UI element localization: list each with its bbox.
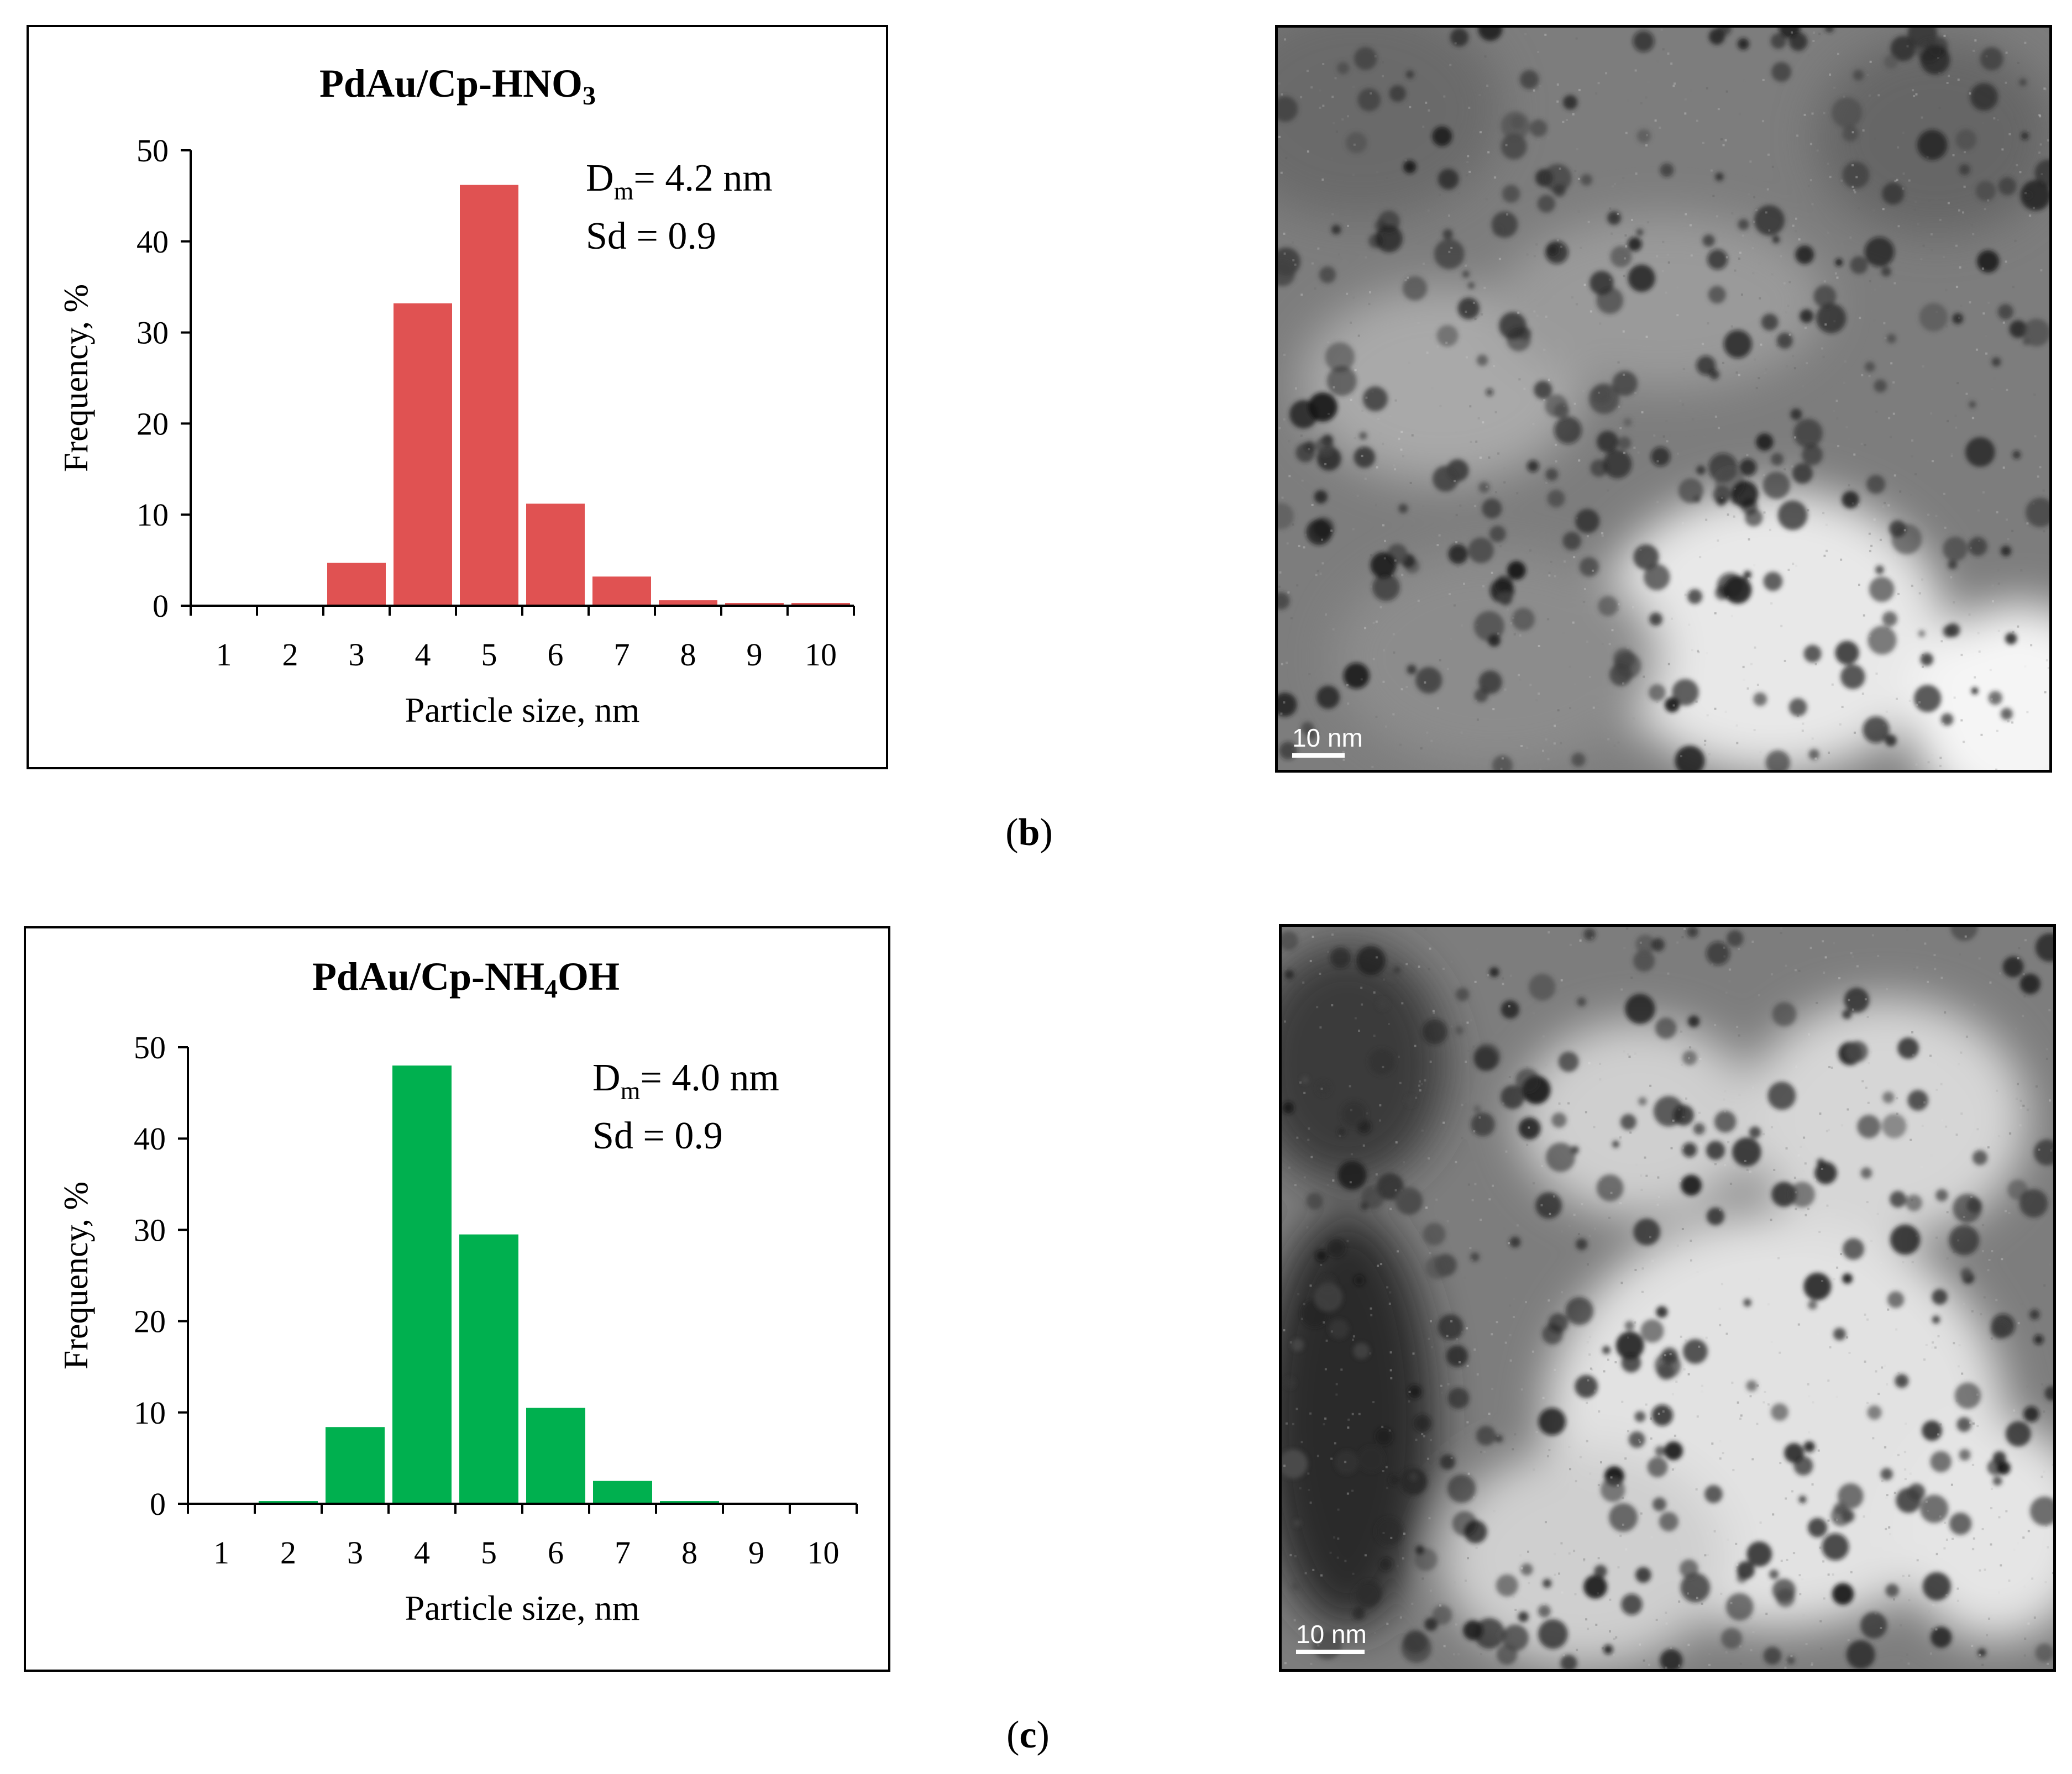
y-tick-label: 20 [137, 406, 169, 442]
x-tick-label: 3 [349, 637, 365, 673]
y-tick-label: 40 [134, 1121, 166, 1157]
bar-9 [725, 603, 784, 606]
scale-bar-label-b: 10 nm [1292, 723, 1363, 752]
chart-title-sub: 3 [583, 81, 596, 111]
scale-bar-c [1296, 1650, 1365, 1654]
x-tick-label: 10 [807, 1535, 840, 1571]
bar-5 [460, 185, 518, 606]
y-tick-label: 20 [134, 1304, 166, 1340]
bar-3 [327, 563, 386, 606]
x-axis-label: Particle size, nm [405, 690, 640, 729]
y-tick-label: 50 [134, 1030, 166, 1066]
x-tick-label: 2 [282, 637, 298, 673]
sd-annotation: Sd = 0.9 [586, 215, 716, 258]
bar-7 [592, 576, 651, 606]
dm-annotation: Dm= 4.2 nm [586, 157, 773, 205]
panel-label-b: b [1018, 811, 1040, 854]
x-tick-label: 7 [615, 1535, 631, 1571]
bar-6 [526, 1408, 585, 1504]
chart-panel-b [27, 25, 888, 769]
y-tick-label: 30 [134, 1212, 166, 1248]
x-tick-label: 7 [614, 637, 630, 673]
y-tick-label: 0 [153, 588, 169, 624]
chart-title-main: PdAu/Cp-HNO [319, 61, 583, 106]
tem-image-b: 10 nm [1275, 25, 2052, 773]
x-tick-label: 5 [481, 637, 497, 673]
x-tick-label: 8 [681, 1535, 697, 1571]
scale-bar-b [1292, 753, 1345, 758]
x-tick-label: 8 [680, 637, 696, 673]
tem-micrograph-c [1282, 927, 2053, 1669]
panel-caption-c: (c) [1006, 1714, 1050, 1756]
bar-4 [392, 1066, 452, 1504]
bar-8 [659, 600, 717, 606]
scale-bar-label-c: 10 nm [1296, 1620, 1367, 1649]
bar-5 [459, 1234, 518, 1504]
x-tick-label: 5 [481, 1535, 497, 1571]
bar-7 [593, 1481, 652, 1504]
x-tick-label: 6 [548, 637, 564, 673]
y-tick-label: 50 [137, 133, 169, 169]
dm-annotation: Dm= 4.0 nm [592, 1057, 779, 1105]
x-tick-label: 3 [347, 1535, 363, 1571]
panel-caption-b: (b) [1005, 811, 1053, 854]
x-tick-label: 2 [280, 1535, 296, 1571]
y-axis-label: Frequency, % [57, 284, 95, 472]
panel-label-c: c [1019, 1714, 1037, 1756]
x-axis-label: Particle size, nm [405, 1588, 640, 1628]
sd-annotation: Sd = 0.9 [592, 1115, 723, 1157]
y-tick-label: 10 [137, 497, 169, 533]
y-tick-label: 10 [134, 1395, 166, 1431]
chart-title-tail: OH [558, 954, 620, 999]
y-tick-label: 30 [137, 315, 169, 351]
x-tick-label: 4 [415, 637, 431, 673]
x-tick-label: 4 [414, 1535, 430, 1571]
tem-image-c: 10 nm [1279, 924, 2056, 1672]
chart-title: PdAu/Cp-NH4OH [312, 954, 620, 1004]
bar-10 [791, 603, 850, 606]
x-tick-label: 9 [747, 637, 763, 673]
chart-title-sub: 4 [544, 974, 558, 1004]
chart-panel-c [24, 926, 890, 1672]
x-tick-label: 1 [213, 1535, 229, 1571]
x-tick-label: 1 [216, 637, 232, 673]
x-tick-label: 9 [748, 1535, 764, 1571]
bar-6 [526, 503, 585, 606]
tem-micrograph-b [1278, 28, 2049, 770]
x-tick-label: 10 [805, 637, 837, 673]
y-axis-label: Frequency, % [57, 1182, 95, 1369]
bar-4 [394, 303, 452, 606]
bar-3 [326, 1427, 385, 1504]
x-tick-label: 6 [548, 1535, 564, 1571]
chart-title: PdAu/Cp-HNO3 [319, 61, 596, 111]
y-tick-label: 0 [150, 1486, 166, 1522]
y-tick-label: 40 [137, 224, 169, 260]
bar-8 [660, 1501, 719, 1504]
bar-2 [259, 1501, 318, 1504]
chart-title-main: PdAu/Cp-NH [312, 954, 544, 999]
